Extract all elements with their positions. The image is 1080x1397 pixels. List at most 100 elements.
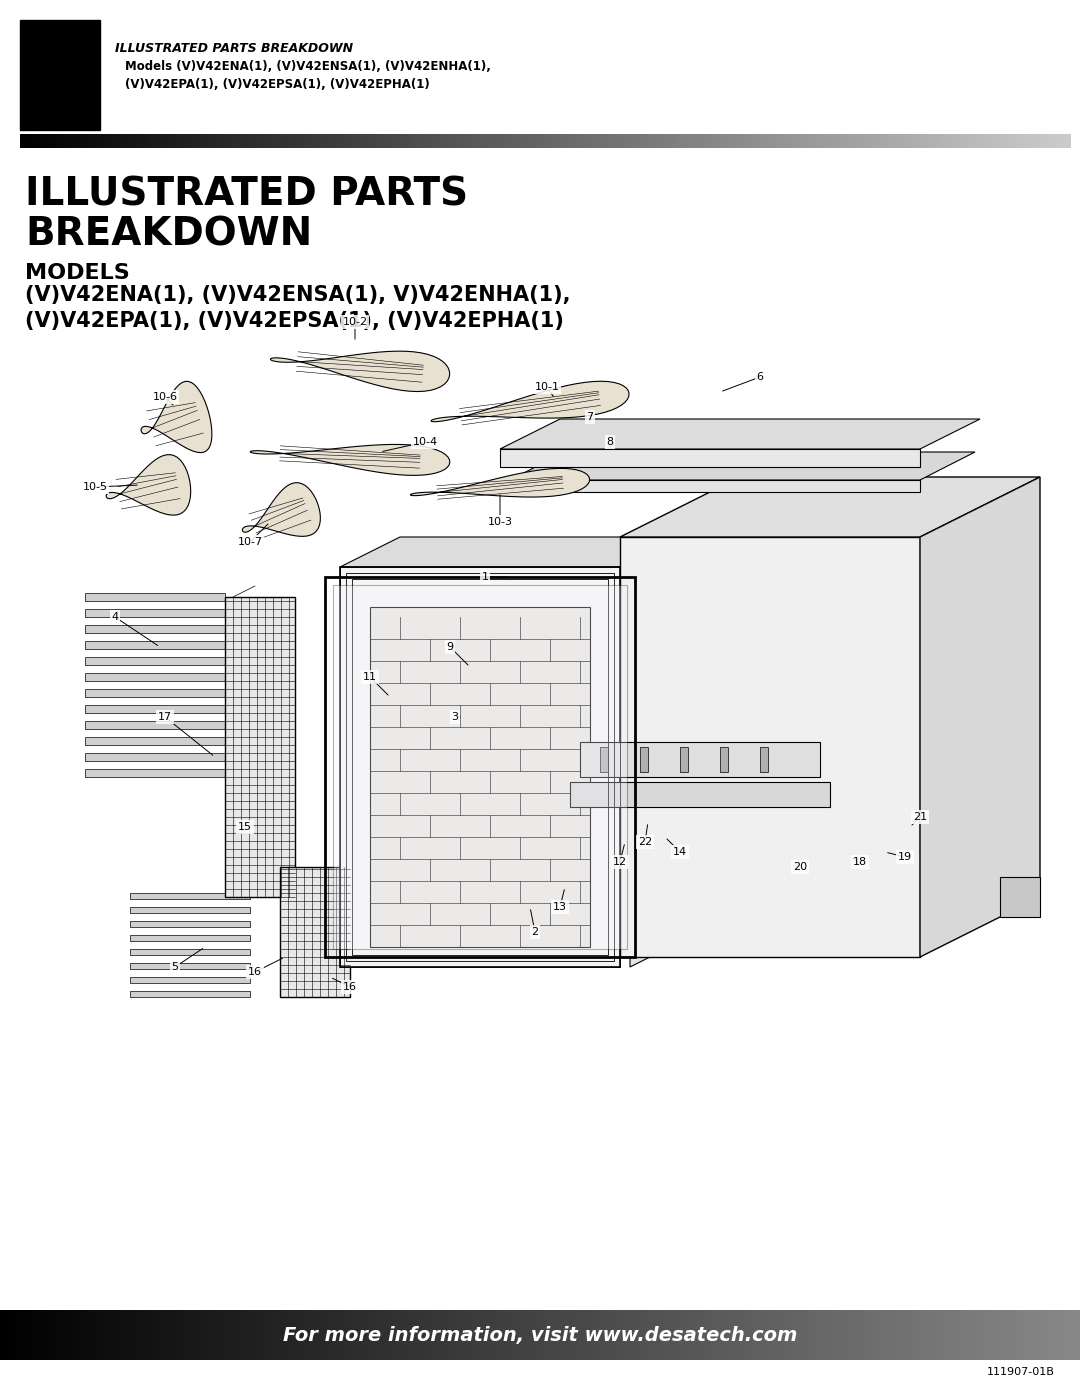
Bar [767,1310,772,1361]
Bar [125,134,131,148]
Bar [130,907,249,914]
Polygon shape [620,536,920,957]
Bar [545,134,551,148]
Bar [21,20,100,130]
Bar [1069,1310,1075,1361]
Bar [834,134,839,148]
Bar [500,448,920,467]
Bar [270,1310,275,1361]
Bar [583,1310,589,1361]
Bar [853,1310,859,1361]
Bar [461,134,467,148]
Text: 10-7: 10-7 [238,536,262,548]
Bar [292,1310,297,1361]
Text: 10-2: 10-2 [342,317,367,327]
Bar [388,134,393,148]
Bar [130,990,249,997]
Bar [227,1310,232,1361]
Bar [648,1310,653,1361]
Bar [794,1310,799,1361]
Bar [394,1310,400,1361]
Bar [329,134,336,148]
Bar [875,1310,880,1361]
Bar [498,134,503,148]
Bar [720,747,728,773]
Bar [839,134,845,148]
Bar [476,134,483,148]
Bar [928,134,934,148]
Bar [1021,1310,1026,1361]
Bar [508,1310,513,1361]
Bar [49,1310,54,1361]
Bar [881,134,887,148]
Bar [960,134,966,148]
Bar [1039,134,1044,148]
Bar [805,1310,810,1361]
Bar [1043,134,1050,148]
Text: 5: 5 [172,963,178,972]
Bar [210,134,215,148]
Bar [184,1310,189,1361]
Bar [340,1310,346,1361]
Bar [524,134,530,148]
Bar [729,134,734,148]
Polygon shape [510,453,975,481]
Bar [997,134,1002,148]
Bar [870,134,876,148]
Bar [756,1310,761,1361]
Bar [509,134,514,148]
Bar [572,1310,578,1361]
Bar [567,1310,572,1361]
Bar [961,1310,967,1361]
Bar [238,1310,243,1361]
Bar [555,134,562,148]
Bar [232,1310,238,1361]
Bar [760,134,766,148]
Bar [211,1310,216,1361]
Bar [172,134,178,148]
Bar [204,134,210,148]
Bar [183,134,189,148]
Bar [173,1310,178,1361]
Text: 10-1: 10-1 [535,381,559,393]
Text: 4: 4 [111,612,119,622]
Bar [1042,1310,1048,1361]
Bar [570,782,831,807]
Bar [761,1310,767,1361]
Bar [707,134,714,148]
Bar [653,1310,659,1361]
Bar [923,1310,929,1361]
Bar [25,134,31,148]
Bar [497,1310,502,1361]
Bar [864,1310,869,1361]
Bar [130,935,249,942]
Bar [913,134,918,148]
Bar [562,1310,567,1361]
Bar [297,1310,302,1361]
Text: 19: 19 [897,852,913,862]
Bar [1000,877,1040,916]
Bar [193,134,199,148]
Bar [308,1310,313,1361]
Text: For more information, visit www.desatech.com: For more information, visit www.desatech… [283,1326,797,1344]
Bar [38,1310,43,1361]
Bar [267,134,272,148]
Bar [896,1310,902,1361]
Bar [130,1310,135,1361]
Text: BREAKDOWN: BREAKDOWN [25,215,312,253]
Bar [934,1310,940,1361]
Bar [324,134,330,148]
Bar [281,1310,286,1361]
Bar [556,1310,562,1361]
Bar [680,1310,686,1361]
Bar [146,134,152,148]
Bar [89,134,94,148]
Bar [597,134,604,148]
Bar [235,134,241,148]
Bar [991,134,997,148]
Bar [832,1310,837,1361]
Bar [22,1310,27,1361]
Bar [167,1310,173,1361]
Bar [67,134,73,148]
Bar [70,1310,76,1361]
